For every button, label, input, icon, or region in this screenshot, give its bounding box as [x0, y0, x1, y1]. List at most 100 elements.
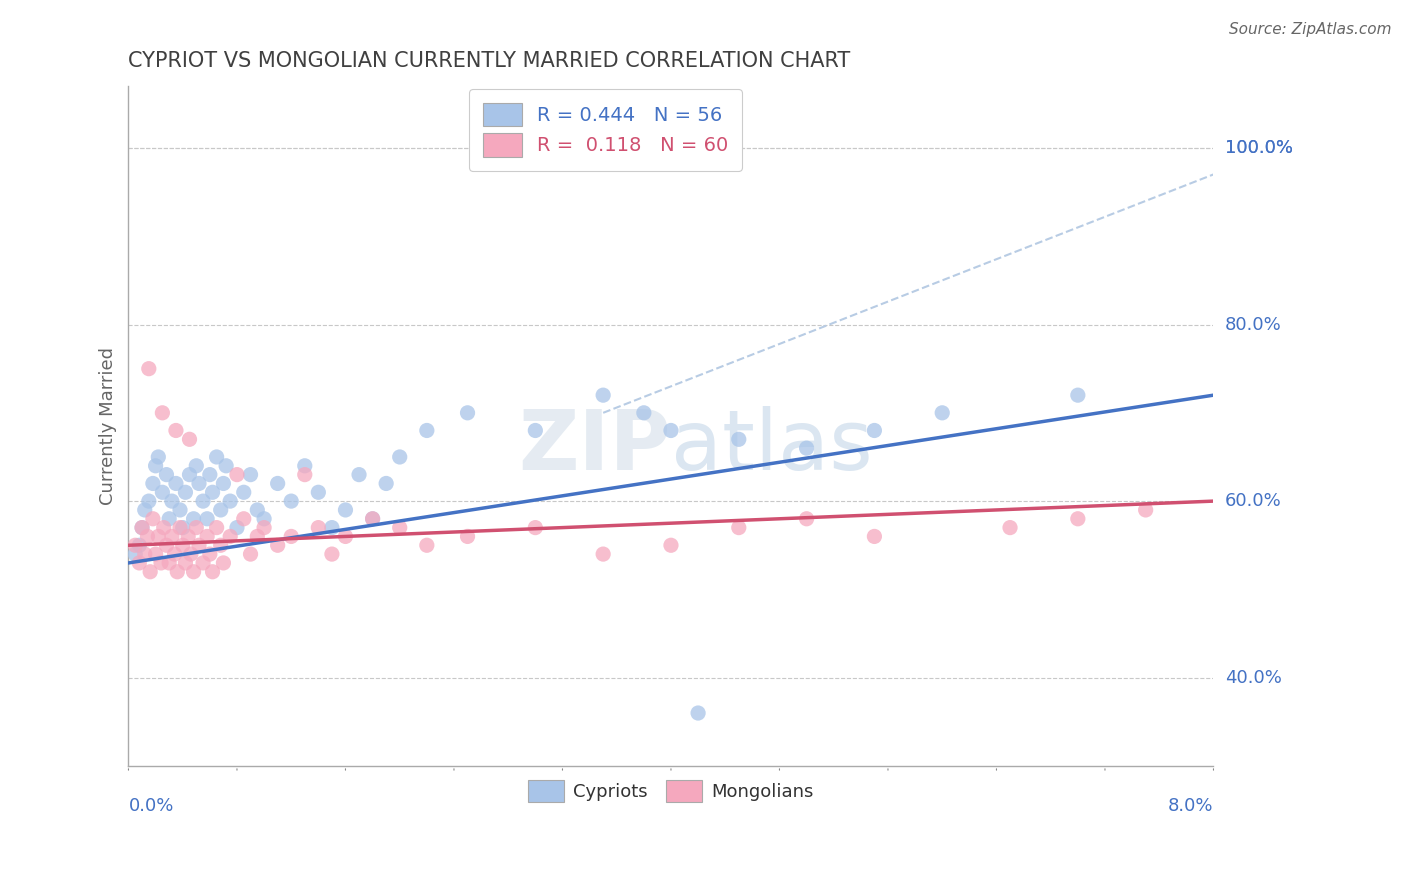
- Point: [524, 520, 547, 534]
- Point: [172, 520, 194, 534]
- Text: 100.0%: 100.0%: [1225, 139, 1292, 157]
- Point: [212, 476, 235, 491]
- Point: [157, 556, 180, 570]
- Point: [136, 529, 159, 543]
- Point: [131, 520, 153, 534]
- Point: [280, 494, 302, 508]
- Point: [155, 538, 177, 552]
- Text: CYPRIOT VS MONGOLIAN CURRENTLY MARRIED CORRELATION CHART: CYPRIOT VS MONGOLIAN CURRENTLY MARRIED C…: [128, 51, 851, 70]
- Point: [165, 476, 187, 491]
- Point: [219, 529, 242, 543]
- Point: [139, 565, 162, 579]
- Point: [246, 529, 269, 543]
- Point: [727, 432, 749, 446]
- Point: [179, 432, 201, 446]
- Point: [205, 520, 228, 534]
- Point: [232, 512, 254, 526]
- Point: [321, 520, 343, 534]
- Point: [186, 458, 208, 473]
- Point: [361, 512, 384, 526]
- Point: [163, 547, 186, 561]
- Point: [183, 565, 205, 579]
- Point: [1135, 503, 1157, 517]
- Point: [209, 503, 232, 517]
- Point: [1067, 388, 1090, 402]
- Point: [195, 512, 218, 526]
- Point: [142, 512, 165, 526]
- Text: 100.0%: 100.0%: [1225, 139, 1292, 157]
- Point: [174, 485, 197, 500]
- Point: [169, 503, 191, 517]
- Y-axis label: Currently Married: Currently Married: [100, 347, 117, 505]
- Point: [361, 512, 384, 526]
- Point: [266, 538, 288, 552]
- Point: [524, 424, 547, 438]
- Point: [226, 520, 249, 534]
- Point: [232, 485, 254, 500]
- Point: [191, 556, 214, 570]
- Point: [416, 538, 439, 552]
- Point: [148, 450, 170, 464]
- Point: [226, 467, 249, 482]
- Point: [253, 520, 276, 534]
- Point: [174, 556, 197, 570]
- Point: [239, 467, 262, 482]
- Point: [152, 520, 174, 534]
- Point: [321, 547, 343, 561]
- Point: [166, 565, 188, 579]
- Point: [219, 494, 242, 508]
- Point: [931, 406, 953, 420]
- Point: [205, 450, 228, 464]
- Point: [688, 706, 710, 720]
- Point: [280, 529, 302, 543]
- Point: [201, 565, 224, 579]
- Point: [266, 476, 288, 491]
- Point: [212, 556, 235, 570]
- Point: [128, 556, 150, 570]
- Point: [172, 538, 194, 552]
- Point: [138, 494, 160, 508]
- Point: [157, 512, 180, 526]
- Point: [307, 520, 329, 534]
- Text: 40.0%: 40.0%: [1225, 669, 1281, 687]
- Point: [388, 520, 411, 534]
- Point: [727, 520, 749, 534]
- Point: [388, 450, 411, 464]
- Legend: Cypriots, Mongolians: Cypriots, Mongolians: [519, 772, 823, 812]
- Point: [138, 361, 160, 376]
- Point: [134, 547, 156, 561]
- Point: [188, 538, 211, 552]
- Point: [179, 467, 201, 482]
- Point: [335, 503, 357, 517]
- Point: [659, 538, 682, 552]
- Point: [863, 529, 886, 543]
- Point: [188, 476, 211, 491]
- Point: [416, 424, 439, 438]
- Point: [191, 494, 214, 508]
- Point: [592, 388, 614, 402]
- Point: [347, 467, 370, 482]
- Point: [1067, 512, 1090, 526]
- Point: [142, 476, 165, 491]
- Point: [150, 485, 173, 500]
- Point: [335, 529, 357, 543]
- Point: [307, 485, 329, 500]
- Point: [294, 467, 316, 482]
- Point: [198, 547, 221, 561]
- Point: [294, 458, 316, 473]
- Point: [633, 406, 655, 420]
- Point: [128, 538, 150, 552]
- Point: [165, 424, 187, 438]
- Point: [659, 424, 682, 438]
- Point: [183, 512, 205, 526]
- Point: [131, 520, 153, 534]
- Point: [195, 529, 218, 543]
- Point: [150, 406, 173, 420]
- Point: [253, 512, 276, 526]
- Point: [239, 547, 262, 561]
- Point: [246, 503, 269, 517]
- Point: [375, 476, 398, 491]
- Point: [198, 467, 221, 482]
- Text: 60.0%: 60.0%: [1225, 492, 1281, 510]
- Point: [457, 406, 479, 420]
